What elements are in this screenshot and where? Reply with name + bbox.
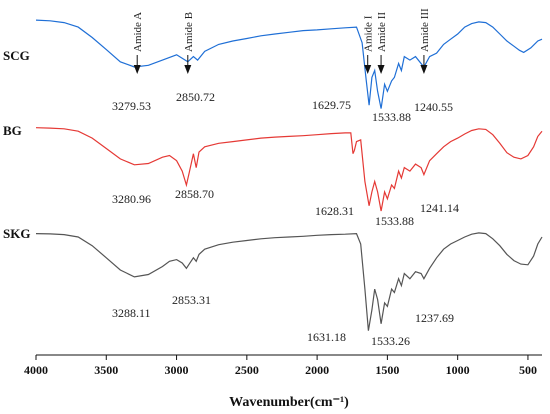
peak-label-scg-3: 1629.75 bbox=[312, 98, 351, 112]
band-arrowhead-amide-a bbox=[134, 65, 141, 74]
peak-label-bg-2: 2858.70 bbox=[175, 187, 214, 201]
x-tick-label-1500: 1500 bbox=[375, 363, 399, 377]
peak-label-skg-4: 1533.26 bbox=[371, 334, 410, 348]
peak-label-scg-5: 1240.55 bbox=[414, 100, 453, 114]
peak-label-scg-4: 1533.88 bbox=[372, 110, 411, 124]
x-tick-label-4000: 4000 bbox=[24, 363, 48, 377]
series-line-scg bbox=[36, 20, 542, 109]
x-tick-label-3500: 3500 bbox=[94, 363, 118, 377]
peak-labels: 3279.532850.721629.751533.881240.553280.… bbox=[112, 90, 459, 348]
x-axis: 4000 3500 3000 2500 2000 1500 1000 500 bbox=[24, 355, 542, 377]
peak-label-skg-2: 2853.31 bbox=[172, 293, 211, 307]
x-axis-title: Wavenumber(cm⁻¹) bbox=[229, 395, 349, 410]
band-arrowhead-amide-b bbox=[184, 65, 191, 74]
peak-label-skg-5: 1237.69 bbox=[415, 311, 454, 325]
x-tick-label-2000: 2000 bbox=[305, 363, 329, 377]
x-tick-label-3000: 3000 bbox=[165, 363, 189, 377]
series-label-bg: BG bbox=[3, 123, 22, 138]
x-tick-label-2500: 2500 bbox=[235, 363, 259, 377]
series-label-skg: SKG bbox=[3, 226, 30, 241]
series-label-scg: SCG bbox=[3, 48, 30, 63]
peak-label-scg-2: 2850.72 bbox=[176, 90, 215, 104]
band-label-amide-b: Amide B bbox=[183, 12, 195, 52]
band-arrowhead-amide-ii bbox=[378, 65, 385, 74]
peak-label-bg-3: 1628.31 bbox=[315, 204, 354, 218]
peak-label-scg-1: 3279.53 bbox=[112, 99, 151, 113]
peak-label-skg-3: 1631.18 bbox=[307, 330, 346, 344]
series-lines: SCG BG SKG bbox=[3, 20, 542, 331]
x-tick-label-500: 500 bbox=[519, 363, 537, 377]
peak-label-bg-5: 1241.14 bbox=[420, 201, 459, 215]
band-label-amide-iii: Amide III bbox=[419, 8, 431, 52]
peak-label-skg-1: 3288.11 bbox=[112, 306, 151, 320]
band-arrowhead-amide-iii bbox=[420, 65, 427, 74]
peak-label-bg-4: 1533.88 bbox=[375, 214, 414, 228]
band-markers: Amide A Amide B Amide I Amide II Amide III bbox=[132, 8, 431, 74]
peak-label-bg-1: 3280.96 bbox=[112, 192, 151, 206]
band-label-amide-i: Amide I bbox=[363, 15, 375, 52]
band-label-amide-a: Amide A bbox=[132, 12, 144, 52]
band-label-amide-ii: Amide II bbox=[376, 12, 388, 52]
x-tick-label-1000: 1000 bbox=[446, 363, 470, 377]
